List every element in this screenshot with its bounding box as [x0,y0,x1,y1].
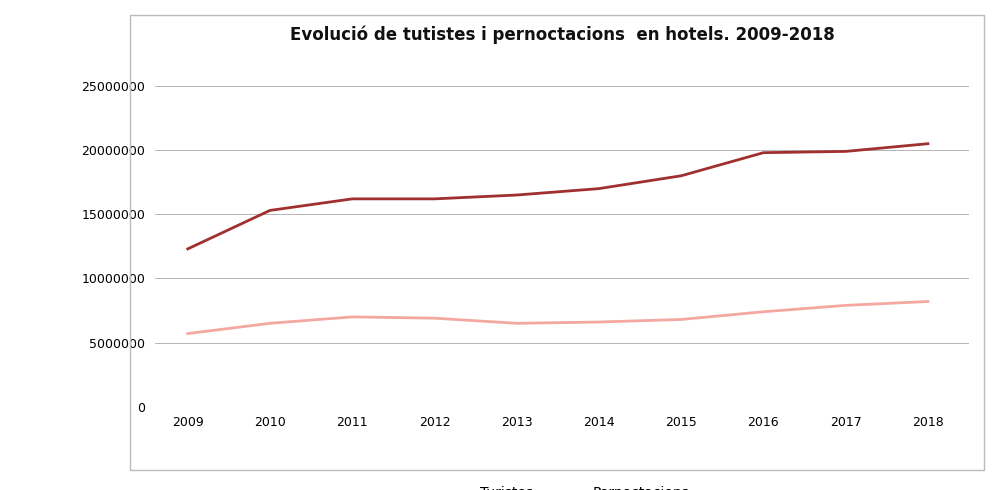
Title: Evolució de tutistes i pernoctacions  en hotels. 2009-2018: Evolució de tutistes i pernoctacions en … [290,25,834,44]
Pernoctacions [429,196,441,202]
Pernoctacions [182,246,194,252]
Pernoctacions [593,186,605,192]
Pernoctacions [264,207,276,213]
Pernoctacions [675,173,687,179]
Turistes [429,315,441,321]
Turistes [264,320,276,326]
Turistes [675,317,687,322]
Pernoctacions [347,196,359,202]
Turistes [182,331,194,337]
Line: Turistes: Turistes [188,301,928,334]
Legend: Turistes, Pernoctacions: Turistes, Pernoctacions [429,481,695,490]
Turistes [840,302,852,308]
Turistes [922,298,934,304]
Turistes [510,320,522,326]
Turistes [757,309,769,315]
Pernoctacions [510,192,522,198]
Pernoctacions [840,148,852,154]
Pernoctacions [757,150,769,156]
Pernoctacions [922,141,934,147]
Line: Pernoctacions: Pernoctacions [188,144,928,249]
Turistes [593,319,605,325]
Turistes [347,314,359,320]
